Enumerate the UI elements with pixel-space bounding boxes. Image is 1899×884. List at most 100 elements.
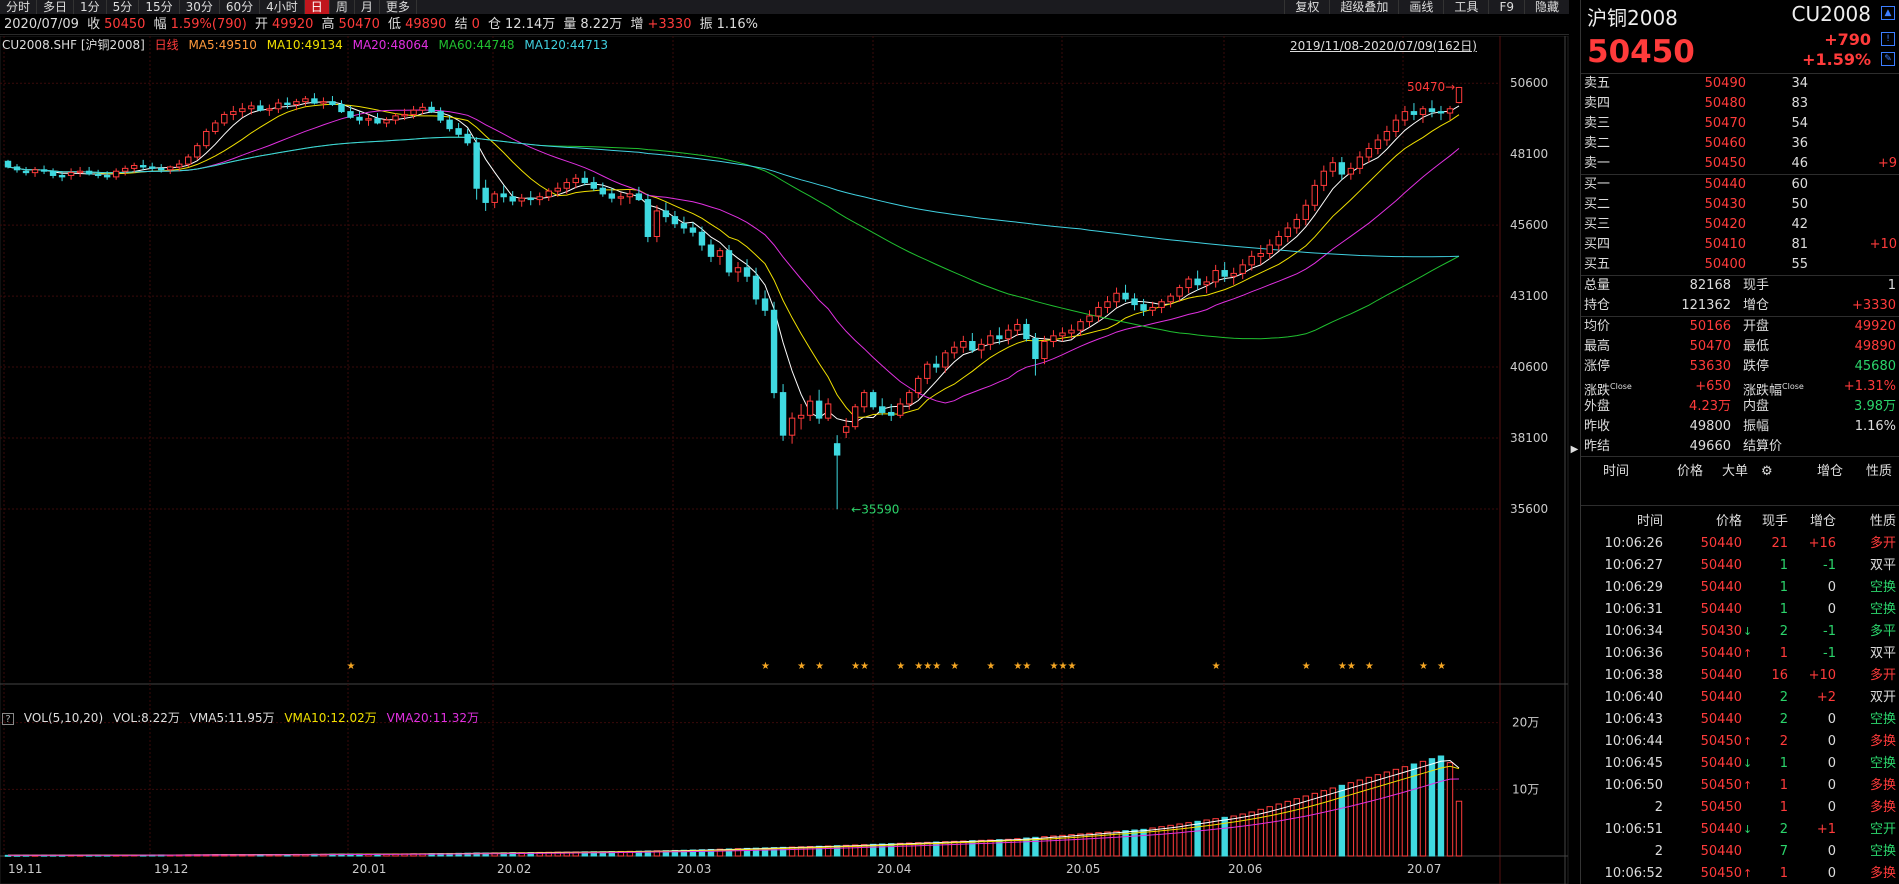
tool-button-1[interactable]: 超级叠加 [1329, 0, 1398, 14]
candle [1257, 245, 1264, 265]
tick-header-nature: 性质 [1869, 514, 1896, 529]
orderbook-row[interactable]: 买五 50400 55 [1581, 255, 1899, 275]
settings-gear-icon[interactable]: ⚙ [1761, 464, 1773, 479]
tick-time: 10:06:36 [1604, 646, 1663, 661]
tick-header-time: 时间 [1636, 514, 1663, 529]
vol-bar [1239, 813, 1246, 857]
tab-oi[interactable]: 增仓 [1817, 464, 1844, 479]
tab-time[interactable]: 时间 [1603, 464, 1630, 479]
min-price-label: ←35590 [851, 502, 899, 516]
period-button-9[interactable]: 周 [330, 0, 355, 14]
tick-nature: 双平 [1869, 646, 1896, 661]
vol-bar [897, 842, 904, 857]
period-button-8[interactable]: 日 [304, 0, 330, 14]
orderbook-row[interactable]: 卖三 50470 54 [1581, 114, 1899, 134]
tab-big-order[interactable]: 大单 [1722, 464, 1749, 479]
vol-bar [716, 848, 724, 857]
tool-button-5[interactable]: 隐藏 [1523, 0, 1569, 14]
tool-button-3[interactable]: 工具 [1443, 0, 1488, 14]
candle [1077, 318, 1084, 336]
orderbook-row[interactable]: 买二 50430 50 [1581, 195, 1899, 215]
period-button-1[interactable]: 多日 [37, 0, 75, 14]
alert-icon[interactable]: ! [1881, 32, 1895, 46]
x-tick-label: 19.12 [154, 862, 188, 876]
quote-range: 1.59%(790) [170, 17, 247, 32]
orderbook-row[interactable]: 卖二 50460 36 [1581, 134, 1899, 154]
orderbook-row[interactable]: 卖五 50490 34 [1581, 74, 1899, 94]
orderbook-bottom-divider [1581, 275, 1899, 276]
y-tick-label: 35600 [1510, 502, 1548, 516]
vol-bar [1176, 823, 1183, 857]
orderbook-qty: 54 [1791, 116, 1808, 131]
orderbook-row[interactable]: 卖一 50450 46 +9 [1581, 154, 1899, 174]
expand-icon[interactable]: ▲ [1881, 6, 1895, 20]
period-button-7[interactable]: 4小时 [260, 0, 305, 14]
candle [455, 122, 462, 138]
tab-price[interactable]: 价格 [1677, 464, 1704, 479]
vol-bar [1410, 763, 1418, 857]
period-button-3[interactable]: 5分 [107, 0, 140, 14]
orderbook-row[interactable]: 买四 50410 81 +10 [1581, 235, 1899, 255]
quote-date: 2020/07/09 [4, 17, 79, 32]
signal-star: ★ [1437, 661, 1446, 672]
collapse-panel-icon[interactable]: ▶ [1570, 444, 1579, 455]
candle [347, 105, 354, 119]
date-range-label[interactable]: 2019/11/08-2020/07/09(162日) [1290, 39, 1477, 53]
quote-high-label: 高 [321, 17, 335, 32]
period-button-4[interactable]: 15分 [139, 0, 180, 14]
candle [770, 301, 778, 399]
orderbook-label: 卖五 [1584, 76, 1611, 91]
quote-settle-label: 结 [454, 17, 468, 32]
period-button-6[interactable]: 60分 [220, 0, 261, 14]
candle [85, 166, 93, 176]
candle [1122, 284, 1129, 302]
candle [797, 403, 805, 430]
legend-ma5: MA5:49510 [188, 38, 257, 52]
vol-bar [1329, 787, 1337, 857]
stat-value: +650 [1695, 379, 1731, 394]
orderbook-price: 50400 [1704, 257, 1746, 272]
candle [275, 98, 282, 114]
period-button-11[interactable]: 更多 [380, 0, 417, 14]
signal-star: ★ [1302, 661, 1311, 672]
stat-row: 外盘 4.23万 内盘 3.98万 [1581, 397, 1899, 417]
quote-amp: 1.16% [716, 17, 758, 32]
tool-button-2[interactable]: 画线 [1398, 0, 1443, 14]
candle [139, 159, 147, 170]
tick-oi: 0 [1827, 580, 1836, 595]
tick-price: 50440 [1700, 712, 1742, 727]
candle [1266, 239, 1273, 260]
vol-bar [1392, 768, 1400, 857]
tab-nature[interactable]: 性质 [1866, 464, 1893, 479]
tool-button-0[interactable]: 复权 [1284, 0, 1329, 14]
period-button-2[interactable]: 1分 [74, 0, 107, 14]
help-icon[interactable]: ? [2, 712, 14, 725]
arrow-up-icon: ↑ [1743, 867, 1753, 880]
tool-button-4[interactable]: F9 [1488, 0, 1524, 14]
vol-bar [1311, 792, 1319, 857]
candle [518, 193, 525, 207]
candle [689, 222, 697, 237]
candle [257, 100, 264, 112]
candle [1374, 134, 1382, 155]
period-button-5[interactable]: 30分 [180, 0, 220, 14]
edit-icon[interactable]: ✎ [1881, 52, 1895, 66]
stat-row: 涨停 53630 跌停 45680 [1581, 357, 1899, 377]
kline-chart[interactable]: 50600 48100 45600 43100 40600 38100 35600 19.11… [0, 36, 1569, 884]
vma5-value: VMA5:11.95万 [189, 711, 275, 725]
candle [545, 188, 552, 202]
stat-label: 外盘 [1584, 399, 1611, 414]
candle [1167, 293, 1174, 308]
ma10-line [7, 103, 1460, 418]
orderbook-row[interactable]: 卖四 50480 83 [1581, 94, 1899, 114]
stat-value: +3330 [1852, 298, 1896, 313]
period-button-0[interactable]: 分时 [0, 0, 38, 14]
candle [924, 361, 931, 385]
signal-star: ★ [1013, 661, 1022, 672]
vma10-value: VMA10:12.02万 [284, 711, 377, 725]
candle [1356, 151, 1364, 175]
period-button-10[interactable]: 月 [355, 0, 380, 14]
orderbook-row[interactable]: 买三 50420 42 [1581, 215, 1899, 235]
x-tick-label: 20.02 [497, 862, 531, 876]
orderbook-row[interactable]: 买一 50440 60 [1581, 175, 1899, 195]
